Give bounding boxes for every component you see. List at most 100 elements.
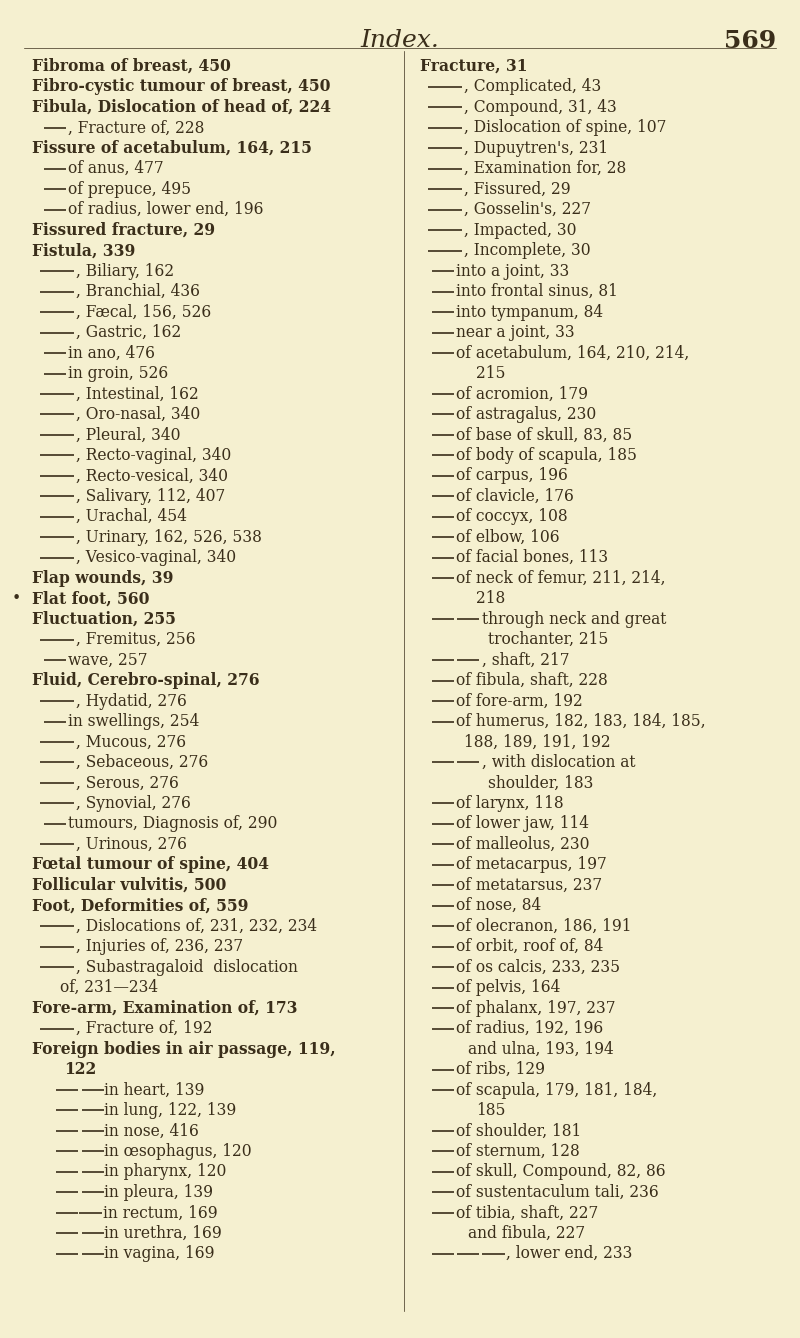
Text: Fracture, 31: Fracture, 31 xyxy=(420,58,527,75)
Text: in œsophagus, 120: in œsophagus, 120 xyxy=(104,1143,252,1160)
Text: Foot, Deformities of, 559: Foot, Deformities of, 559 xyxy=(32,898,249,914)
Text: of coccyx, 108: of coccyx, 108 xyxy=(456,508,568,526)
Text: of malleolus, 230: of malleolus, 230 xyxy=(456,836,590,852)
Text: into tympanum, 84: into tympanum, 84 xyxy=(456,304,603,321)
Text: trochanter, 215: trochanter, 215 xyxy=(488,632,608,648)
Text: Fibroma of breast, 450: Fibroma of breast, 450 xyxy=(32,58,231,75)
Text: Fluctuation, 255: Fluctuation, 255 xyxy=(32,610,176,628)
Text: Fistula, 339: Fistula, 339 xyxy=(32,242,135,260)
Text: through neck and great: through neck and great xyxy=(482,610,666,628)
Text: in groin, 526: in groin, 526 xyxy=(68,365,168,383)
Text: of os calcis, 233, 235: of os calcis, 233, 235 xyxy=(456,958,620,975)
Text: Fœtal tumour of spine, 404: Fœtal tumour of spine, 404 xyxy=(32,856,269,874)
Text: of clavicle, 176: of clavicle, 176 xyxy=(456,488,574,504)
Text: , Fracture of, 192: , Fracture of, 192 xyxy=(76,1020,213,1037)
Text: of humerus, 182, 183, 184, 185,: of humerus, 182, 183, 184, 185, xyxy=(456,713,706,731)
Text: wave, 257: wave, 257 xyxy=(68,652,147,669)
Text: Flap wounds, 39: Flap wounds, 39 xyxy=(32,570,174,587)
Text: of pelvis, 164: of pelvis, 164 xyxy=(456,979,560,997)
Text: of ribs, 129: of ribs, 129 xyxy=(456,1061,545,1078)
Text: Fissured fracture, 29: Fissured fracture, 29 xyxy=(32,222,215,238)
Text: , Intestinal, 162: , Intestinal, 162 xyxy=(76,385,198,403)
Text: of neck of femur, 211, 214,: of neck of femur, 211, 214, xyxy=(456,570,666,587)
Text: of carpus, 196: of carpus, 196 xyxy=(456,467,568,484)
Text: of anus, 477: of anus, 477 xyxy=(68,161,164,178)
Text: in urethra, 169: in urethra, 169 xyxy=(104,1224,222,1242)
Text: tumours, Diagnosis of, 290: tumours, Diagnosis of, 290 xyxy=(68,815,278,832)
Text: and fibula, 227: and fibula, 227 xyxy=(468,1224,585,1242)
Text: in ano, 476: in ano, 476 xyxy=(68,344,155,361)
Text: 569: 569 xyxy=(724,29,776,54)
Text: of acetabulum, 164, 210, 214,: of acetabulum, 164, 210, 214, xyxy=(456,344,690,361)
Text: , Recto-vesical, 340: , Recto-vesical, 340 xyxy=(76,467,228,484)
Text: Flat foot, 560: Flat foot, 560 xyxy=(32,590,150,607)
Text: in pharynx, 120: in pharynx, 120 xyxy=(104,1163,226,1180)
Text: of phalanx, 197, 237: of phalanx, 197, 237 xyxy=(456,999,615,1017)
Text: of scapula, 179, 181, 184,: of scapula, 179, 181, 184, xyxy=(456,1081,658,1098)
Text: near a joint, 33: near a joint, 33 xyxy=(456,324,574,341)
Text: , Fracture of, 228: , Fracture of, 228 xyxy=(68,119,204,136)
Text: of body of scapula, 185: of body of scapula, 185 xyxy=(456,447,637,464)
Text: , Recto-vaginal, 340: , Recto-vaginal, 340 xyxy=(76,447,231,464)
Text: , Salivary, 112, 407: , Salivary, 112, 407 xyxy=(76,488,226,504)
Text: into frontal sinus, 81: into frontal sinus, 81 xyxy=(456,284,618,300)
Text: of nose, 84: of nose, 84 xyxy=(456,898,542,914)
Text: of orbit, roof of, 84: of orbit, roof of, 84 xyxy=(456,938,603,955)
Text: Index.: Index. xyxy=(361,29,439,52)
Text: 188, 189, 191, 192: 188, 189, 191, 192 xyxy=(464,733,610,751)
Text: , Injuries of, 236, 237: , Injuries of, 236, 237 xyxy=(76,938,243,955)
Text: Fore-arm, Examination of, 173: Fore-arm, Examination of, 173 xyxy=(32,999,298,1017)
Text: , Oro-nasal, 340: , Oro-nasal, 340 xyxy=(76,405,200,423)
Text: in rectum, 169: in rectum, 169 xyxy=(103,1204,218,1222)
Text: shoulder, 183: shoulder, 183 xyxy=(488,775,594,792)
Text: , Incomplete, 30: , Incomplete, 30 xyxy=(464,242,590,260)
Text: , Gastric, 162: , Gastric, 162 xyxy=(76,324,182,341)
Text: of acromion, 179: of acromion, 179 xyxy=(456,385,588,403)
Text: , Fremitus, 256: , Fremitus, 256 xyxy=(76,632,196,648)
Text: , Pleural, 340: , Pleural, 340 xyxy=(76,427,181,443)
Text: of skull, Compound, 82, 86: of skull, Compound, 82, 86 xyxy=(456,1163,666,1180)
Text: of metacarpus, 197: of metacarpus, 197 xyxy=(456,856,606,874)
Text: of sternum, 128: of sternum, 128 xyxy=(456,1143,580,1160)
Text: of fibula, shaft, 228: of fibula, shaft, 228 xyxy=(456,672,608,689)
Text: in vagina, 169: in vagina, 169 xyxy=(104,1246,214,1262)
Text: , Compound, 31, 43: , Compound, 31, 43 xyxy=(464,99,617,116)
Text: , Synovial, 276: , Synovial, 276 xyxy=(76,795,191,812)
Text: , Impacted, 30: , Impacted, 30 xyxy=(464,222,577,238)
Text: 215: 215 xyxy=(476,365,506,383)
Text: , Branchial, 436: , Branchial, 436 xyxy=(76,284,200,300)
Text: in swellings, 254: in swellings, 254 xyxy=(68,713,199,731)
Text: in lung, 122, 139: in lung, 122, 139 xyxy=(104,1103,236,1119)
Text: in pleura, 139: in pleura, 139 xyxy=(104,1184,213,1202)
Text: Follicular vulvitis, 500: Follicular vulvitis, 500 xyxy=(32,876,226,894)
Text: of larynx, 118: of larynx, 118 xyxy=(456,795,564,812)
Text: 218: 218 xyxy=(476,590,506,607)
Text: into a joint, 33: into a joint, 33 xyxy=(456,262,570,280)
Text: , Serous, 276: , Serous, 276 xyxy=(76,775,179,792)
Text: of metatarsus, 237: of metatarsus, 237 xyxy=(456,876,602,894)
Text: of tibia, shaft, 227: of tibia, shaft, 227 xyxy=(456,1204,598,1222)
Text: , Dislocation of spine, 107: , Dislocation of spine, 107 xyxy=(464,119,666,136)
Text: •: • xyxy=(12,590,22,607)
Text: of radius, 192, 196: of radius, 192, 196 xyxy=(456,1020,603,1037)
Text: in heart, 139: in heart, 139 xyxy=(104,1081,204,1098)
Text: of prepuce, 495: of prepuce, 495 xyxy=(68,181,191,198)
Text: , Urinous, 276: , Urinous, 276 xyxy=(76,836,187,852)
Text: , Dislocations of, 231, 232, 234: , Dislocations of, 231, 232, 234 xyxy=(76,918,317,935)
Text: , Vesico-vaginal, 340: , Vesico-vaginal, 340 xyxy=(76,549,236,566)
Text: , with dislocation at: , with dislocation at xyxy=(482,753,635,771)
Text: of fore-arm, 192: of fore-arm, 192 xyxy=(456,693,582,709)
Text: of astragalus, 230: of astragalus, 230 xyxy=(456,405,596,423)
Text: of radius, lower end, 196: of radius, lower end, 196 xyxy=(68,201,263,218)
Text: of lower jaw, 114: of lower jaw, 114 xyxy=(456,815,589,832)
Text: of shoulder, 181: of shoulder, 181 xyxy=(456,1123,582,1140)
Text: , lower end, 233: , lower end, 233 xyxy=(506,1246,633,1262)
Text: , Examination for, 28: , Examination for, 28 xyxy=(464,161,626,178)
Text: of sustentaculum tali, 236: of sustentaculum tali, 236 xyxy=(456,1184,658,1202)
Text: Foreign bodies in air passage, 119,: Foreign bodies in air passage, 119, xyxy=(32,1041,336,1057)
Text: , Subastragaloid  dislocation: , Subastragaloid dislocation xyxy=(76,958,298,975)
Text: and ulna, 193, 194: and ulna, 193, 194 xyxy=(468,1041,614,1057)
Text: Fluid, Cerebro-spinal, 276: Fluid, Cerebro-spinal, 276 xyxy=(32,672,260,689)
Text: 122: 122 xyxy=(64,1061,96,1078)
Text: , Urachal, 454: , Urachal, 454 xyxy=(76,508,187,526)
